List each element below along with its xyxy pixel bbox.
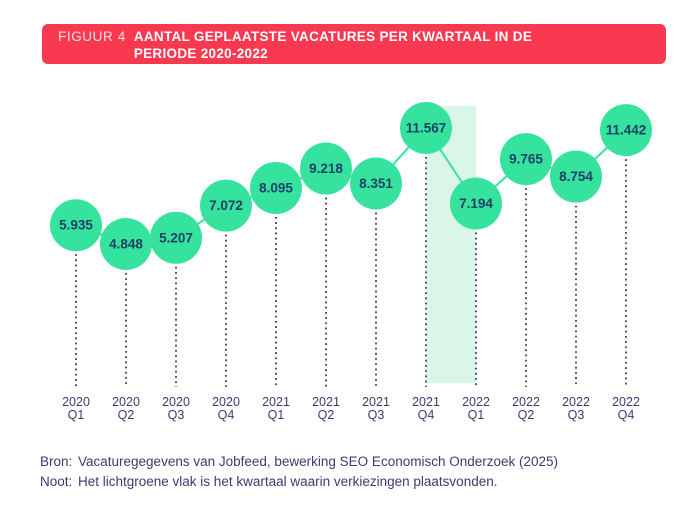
x-axis-label-year: 2021 — [312, 395, 340, 409]
x-axis-label-quarter: Q4 — [418, 408, 435, 422]
x-axis-label-year: 2021 — [412, 395, 440, 409]
data-point-value: 4.848 — [109, 237, 143, 252]
data-point-bubble — [500, 133, 552, 186]
election-note: Noot: Het lichtgroene vlak is het kwarta… — [40, 472, 670, 492]
data-point-value: 9.765 — [509, 152, 543, 167]
data-point-value: 8.351 — [359, 176, 393, 191]
data-point-value: 8.754 — [559, 169, 593, 184]
note-text: Het lichtgroene vlak is het kwartaal waa… — [78, 473, 498, 489]
source-label: Bron: — [40, 454, 73, 469]
source-text: Vacaturegegevens van Jobfeed, bewerking … — [78, 454, 559, 469]
x-axis-label-year: 2020 — [62, 395, 90, 409]
x-axis-label-year: 2022 — [562, 395, 590, 409]
x-axis-label-quarter: Q2 — [118, 408, 135, 422]
data-point-value: 5.935 — [59, 218, 93, 233]
x-axis-label-quarter: Q2 — [318, 408, 335, 422]
data-point-bubble — [100, 218, 152, 270]
data-point-bubble — [550, 150, 602, 203]
figure-number-label: FIGUUR 4 — [58, 29, 126, 44]
figure-title: AANTAL GEPLAATSTE VACATURES PER KWARTAAL… — [134, 28, 532, 62]
data-point-bubble — [450, 177, 502, 230]
data-point-value: 5.207 — [159, 230, 193, 245]
data-point-bubble — [50, 199, 102, 252]
vacancies-per-quarter-chart: 5.935 4.848 5.207 7.072 8.095 9.218 8.351 11.56… — [0, 88, 700, 433]
x-axis-label-quarter: Q1 — [68, 408, 85, 422]
data-point-bubble — [300, 142, 352, 195]
data-point-bubble — [250, 161, 302, 214]
x-axis-label-year: 2020 — [212, 395, 240, 409]
x-axis-label-quarter: Q1 — [268, 408, 285, 422]
data-point-value: 11.442 — [606, 123, 647, 138]
figure-title-line1: AANTAL GEPLAATSTE VACATURES PER KWARTAAL… — [133, 29, 533, 44]
data-point-bubble — [150, 211, 202, 264]
figure-title-banner: FIGUUR 4 AANTAL GEPLAATSTE VACATURES PER… — [42, 24, 666, 64]
x-axis-label-year: 2021 — [362, 395, 390, 409]
x-axis-label-year: 2022 — [512, 395, 540, 409]
x-axis-label-quarter: Q2 — [518, 408, 535, 422]
x-axis-label-year: 2020 — [162, 395, 190, 409]
x-axis-label-year: 2020 — [112, 395, 140, 409]
x-axis-label-quarter: Q3 — [368, 408, 385, 422]
data-point-bubble — [600, 104, 652, 157]
x-axis-label-quarter: Q1 — [468, 408, 485, 422]
data-point-value: 11.567 — [406, 120, 447, 135]
source-note: Bron: Vacaturegegevens van Jobfeed, bewe… — [40, 452, 670, 472]
x-axis-label-quarter: Q4 — [218, 408, 235, 422]
data-point-value: 7.194 — [459, 196, 493, 211]
data-point-bubble — [350, 157, 402, 210]
figure-title-line2: PERIODE 2020-2022 — [133, 46, 268, 61]
data-point-value: 9.218 — [309, 161, 343, 176]
x-axis-label-year: 2022 — [612, 395, 640, 409]
figure-footnotes: Bron: Vacaturegegevens van Jobfeed, bewe… — [40, 452, 670, 491]
note-label: Noot: — [40, 473, 73, 489]
x-axis-label-quarter: Q3 — [168, 408, 185, 422]
x-axis-label-year: 2022 — [462, 395, 490, 409]
data-point-bubble — [400, 101, 452, 154]
data-point-value: 8.095 — [259, 180, 293, 195]
x-axis-label-quarter: Q4 — [618, 408, 635, 422]
chart-canvas: 5.935 4.848 5.207 7.072 8.095 9.218 8.351 11.56… — [50, 101, 652, 422]
data-point-value: 7.072 — [209, 198, 243, 213]
x-axis-label-year: 2021 — [262, 395, 290, 409]
x-axis-label-quarter: Q3 — [568, 408, 585, 422]
data-point-bubble — [200, 179, 252, 232]
